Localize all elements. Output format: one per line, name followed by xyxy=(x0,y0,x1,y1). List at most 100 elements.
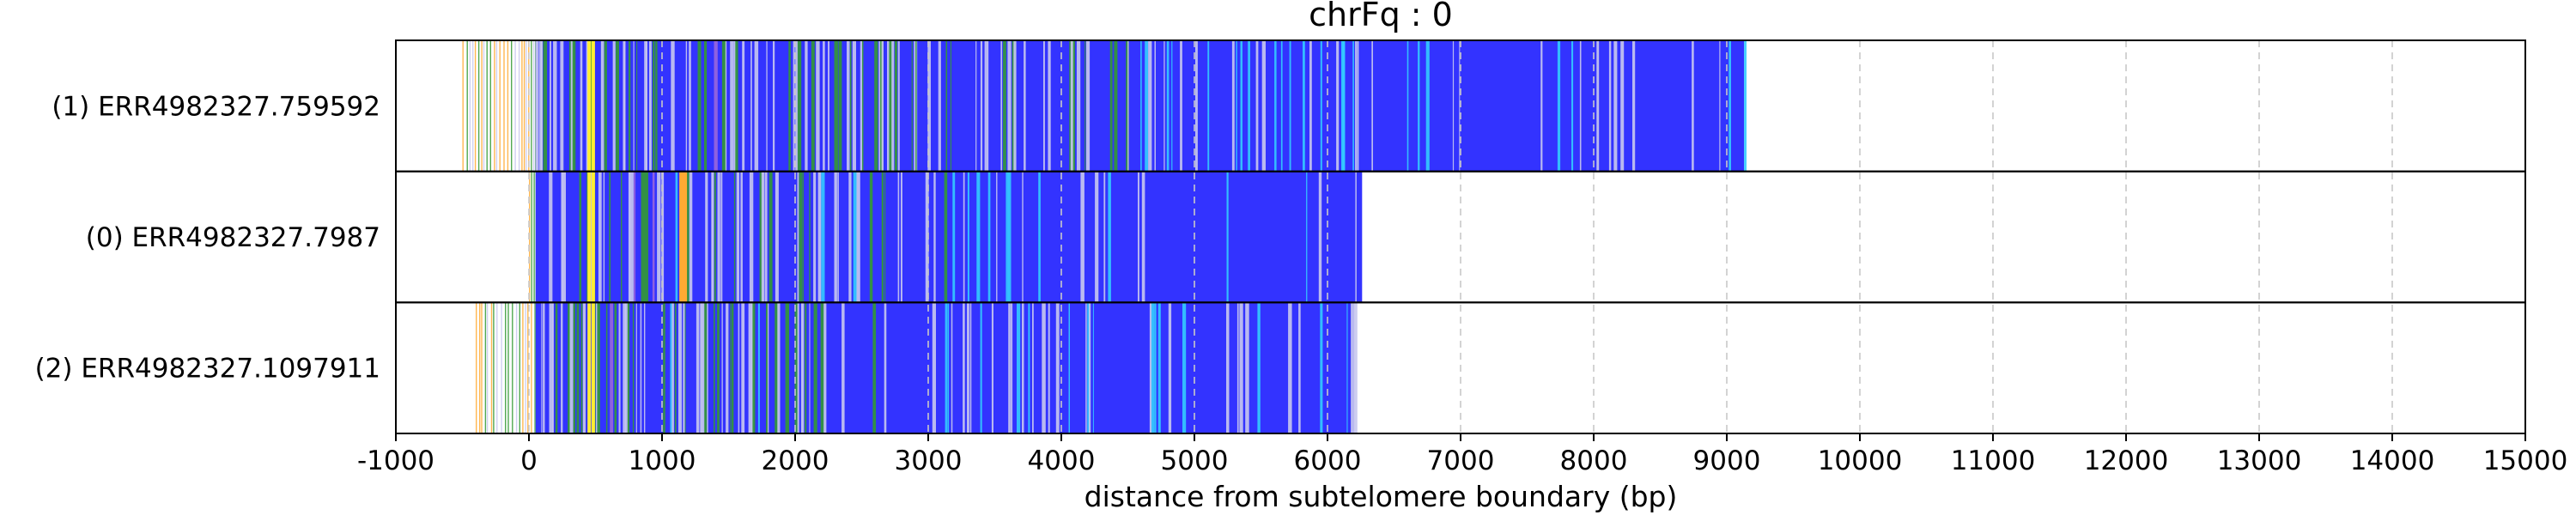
variant-stripe xyxy=(568,302,571,433)
variant-stripe xyxy=(1239,302,1243,433)
variant-stripe xyxy=(1346,302,1348,433)
subtelomere-variant-line xyxy=(489,40,491,172)
variant-stripe xyxy=(697,40,702,172)
variant-stripe xyxy=(633,40,635,172)
variant-stripe xyxy=(616,40,619,172)
variant-stripe xyxy=(761,171,765,303)
x-tick-label: 0 xyxy=(520,445,538,476)
variant-stripe xyxy=(987,171,991,303)
variant-stripe xyxy=(1042,302,1046,433)
variant-stripe xyxy=(1240,40,1242,172)
variant-stripe xyxy=(1261,40,1266,172)
variant-stripe xyxy=(748,302,752,433)
variant-stripe xyxy=(670,302,672,433)
variant-stripe xyxy=(991,302,993,433)
variant-stripe xyxy=(720,171,723,303)
variant-stripe xyxy=(586,171,588,303)
track-1 xyxy=(529,171,1363,303)
variant-stripe xyxy=(947,302,950,433)
variant-stripe xyxy=(1180,40,1182,172)
variant-stripe xyxy=(1182,302,1187,433)
variant-stripe xyxy=(540,40,543,172)
variant-stripe xyxy=(1084,40,1086,172)
variant-stripe xyxy=(700,302,702,433)
subtelomere-variant-line xyxy=(486,40,488,172)
variant-stripe xyxy=(794,302,799,433)
variant-stripe xyxy=(641,171,644,303)
variant-stripe xyxy=(817,171,822,303)
variant-stripe xyxy=(1342,40,1345,172)
variant-stripe xyxy=(1351,302,1355,433)
variant-stripe xyxy=(1620,40,1625,172)
variant-stripe xyxy=(1080,171,1084,303)
variant-stripe xyxy=(629,40,631,172)
variant-stripe xyxy=(702,302,705,433)
variant-stripe xyxy=(1355,171,1357,303)
variant-stripe xyxy=(736,171,739,303)
variant-stripe xyxy=(605,40,607,172)
subtelomere-variant-line xyxy=(477,40,480,172)
variant-stripe xyxy=(612,40,616,172)
x-tick-label: 13000 xyxy=(2217,445,2302,476)
x-tick-label: 12000 xyxy=(2084,445,2169,476)
variant-stripe xyxy=(967,302,969,433)
variant-stripe xyxy=(816,40,820,172)
repeat-block xyxy=(535,302,1355,433)
x-tick-label: 4000 xyxy=(1028,445,1096,476)
variant-stripe xyxy=(1048,302,1050,433)
x-tick-label: 14000 xyxy=(2350,445,2435,476)
variant-stripe xyxy=(887,40,891,172)
variant-stripe xyxy=(944,171,948,303)
variant-stripe xyxy=(683,302,685,433)
variant-stripe xyxy=(911,40,913,172)
variant-stripe xyxy=(653,40,655,172)
track-label: (2) ERR4982327.1097911 xyxy=(35,354,380,385)
variant-stripe xyxy=(591,40,592,172)
variant-stripe xyxy=(834,171,837,303)
variant-stripe xyxy=(614,302,617,433)
subtelomere-variant-line xyxy=(531,40,532,172)
variant-stripe xyxy=(752,302,756,433)
variant-stripe xyxy=(884,171,886,303)
variant-stripe xyxy=(740,171,743,303)
variant-stripe xyxy=(644,40,647,172)
variant-stripe xyxy=(569,302,574,433)
track-label: (0) ERR4982327.7987 xyxy=(86,222,380,253)
subtelomere-variant-line xyxy=(511,40,513,172)
subtelomere-variant-line xyxy=(481,302,483,433)
variant-stripe xyxy=(552,302,554,433)
variant-stripe xyxy=(834,40,838,172)
variant-stripe xyxy=(862,40,864,172)
variant-stripe xyxy=(800,302,803,433)
subtelomere-variant-line xyxy=(507,302,509,433)
variant-stripe xyxy=(813,302,817,433)
variant-stripe xyxy=(1087,302,1091,433)
variant-stripe xyxy=(671,40,675,172)
variant-stripe xyxy=(809,171,811,303)
variant-stripe xyxy=(1236,302,1239,433)
variant-stripe xyxy=(1092,302,1094,433)
variant-stripe xyxy=(1070,40,1074,172)
variant-stripe xyxy=(1108,171,1111,303)
variant-stripe xyxy=(560,40,564,172)
variant-stripe xyxy=(1309,40,1312,172)
variant-stripe xyxy=(811,40,815,172)
variant-stripe xyxy=(704,302,708,433)
variant-stripe xyxy=(1231,40,1235,172)
variant-stripe xyxy=(674,302,677,433)
variant-stripe xyxy=(1138,171,1139,303)
variant-stripe xyxy=(678,302,682,433)
variant-stripe xyxy=(1596,40,1600,172)
variant-stripe xyxy=(1085,302,1087,433)
subtelomere-variant-line xyxy=(481,40,483,172)
variant-stripe xyxy=(881,40,884,172)
variant-stripe xyxy=(675,171,678,303)
variant-stripe xyxy=(657,171,661,303)
variant-stripe xyxy=(1005,171,1010,303)
variant-stripe xyxy=(1289,40,1291,172)
variant-stripe xyxy=(823,302,827,433)
variant-stripe xyxy=(726,302,729,433)
variant-stripe xyxy=(976,171,981,303)
variant-stripe xyxy=(711,171,714,303)
variant-yellow xyxy=(587,302,592,433)
